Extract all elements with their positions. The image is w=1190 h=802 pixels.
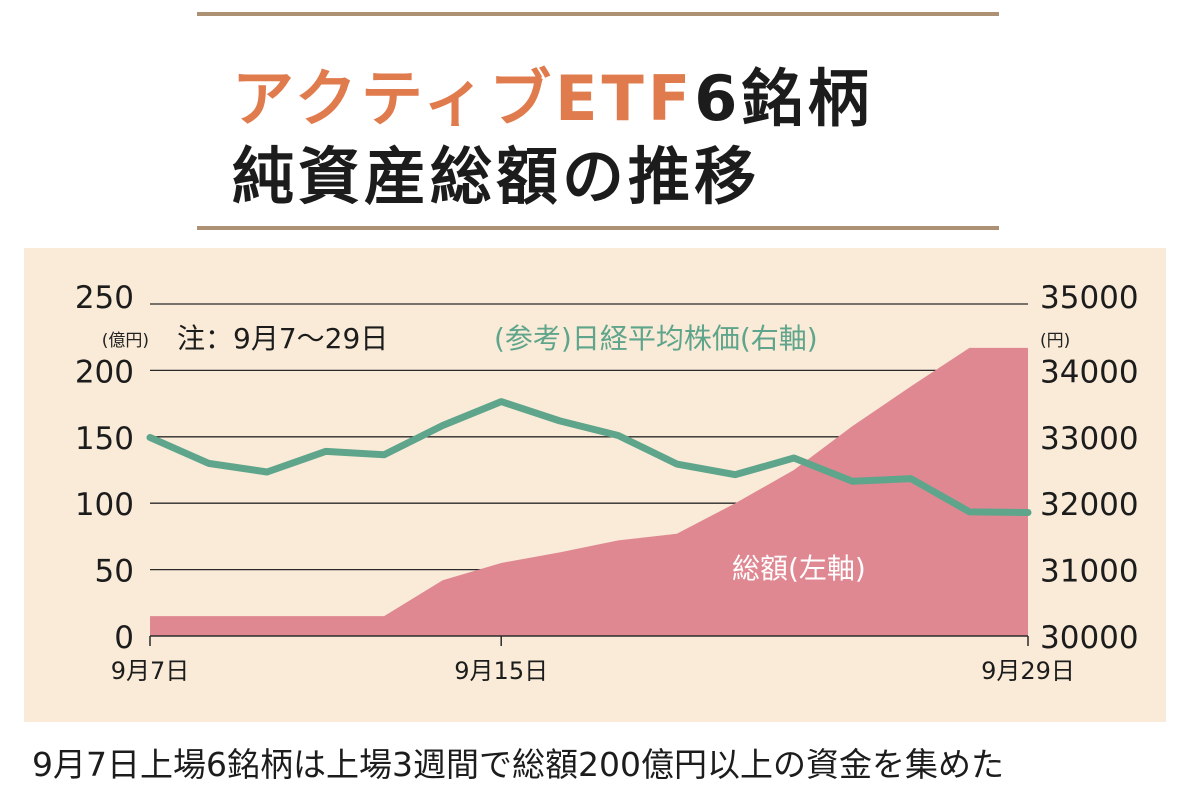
right-axis-unit: (円) — [1040, 331, 1070, 351]
top-rule — [197, 12, 999, 16]
left-tick-label: 250 — [75, 280, 134, 316]
right-tick-label: 31000 — [1040, 554, 1139, 590]
chart-note: 注：9月7～29日 — [177, 322, 388, 355]
left-axis-unit: (億円) — [102, 331, 149, 351]
x-tick-label: 9月29日 — [981, 657, 1075, 685]
x-tick-group: 9月7日 9月15日 9月29日 — [111, 636, 1075, 685]
left-tick-label: 200 — [75, 354, 134, 390]
x-tick-label: 9月7日 — [111, 657, 190, 685]
right-tick-label: 30000 — [1040, 620, 1139, 656]
chart-title-line2: 純資産総額の推移 — [232, 140, 761, 213]
right-tick-label: 35000 — [1040, 280, 1139, 316]
caption: 9月7日上場6銘柄は上場3週間で総額200億円以上の資金を集めた — [32, 745, 1004, 784]
left-tick-label: 100 — [75, 487, 134, 523]
right-tick-label: 32000 — [1040, 487, 1139, 523]
right-tick-label: 34000 — [1040, 354, 1139, 390]
left-tick-label: 50 — [95, 554, 134, 590]
chart-svg: 9月7日 9月15日 9月29日 250 200 150 100 50 0 35000 3400… — [75, 280, 1139, 685]
legend-nikkei: (参考)日経平均株価(右軸) — [494, 322, 818, 355]
right-tick-label: 33000 — [1040, 421, 1139, 457]
chart-panel: 9月7日 9月15日 9月29日 250 200 150 100 50 0 35000 3400… — [24, 248, 1166, 722]
left-tick-label: 150 — [75, 421, 134, 457]
title-rest: 6銘柄 — [694, 62, 874, 135]
area-total-assets — [150, 347, 1028, 636]
chart-title-line1: アクティブETF6銘柄 — [232, 48, 873, 138]
title-accent: アクティブETF — [232, 62, 695, 135]
legend-total-assets: 総額(左軸) — [732, 552, 866, 585]
left-tick-group: 250 200 150 100 50 0 — [75, 280, 134, 656]
left-tick-label: 0 — [114, 620, 134, 656]
x-tick-label: 9月15日 — [454, 657, 548, 685]
right-tick-group: 35000 34000 33000 32000 31000 30000 — [1040, 280, 1139, 656]
line-nikkei — [146, 398, 1032, 516]
bottom-rule — [197, 226, 999, 230]
